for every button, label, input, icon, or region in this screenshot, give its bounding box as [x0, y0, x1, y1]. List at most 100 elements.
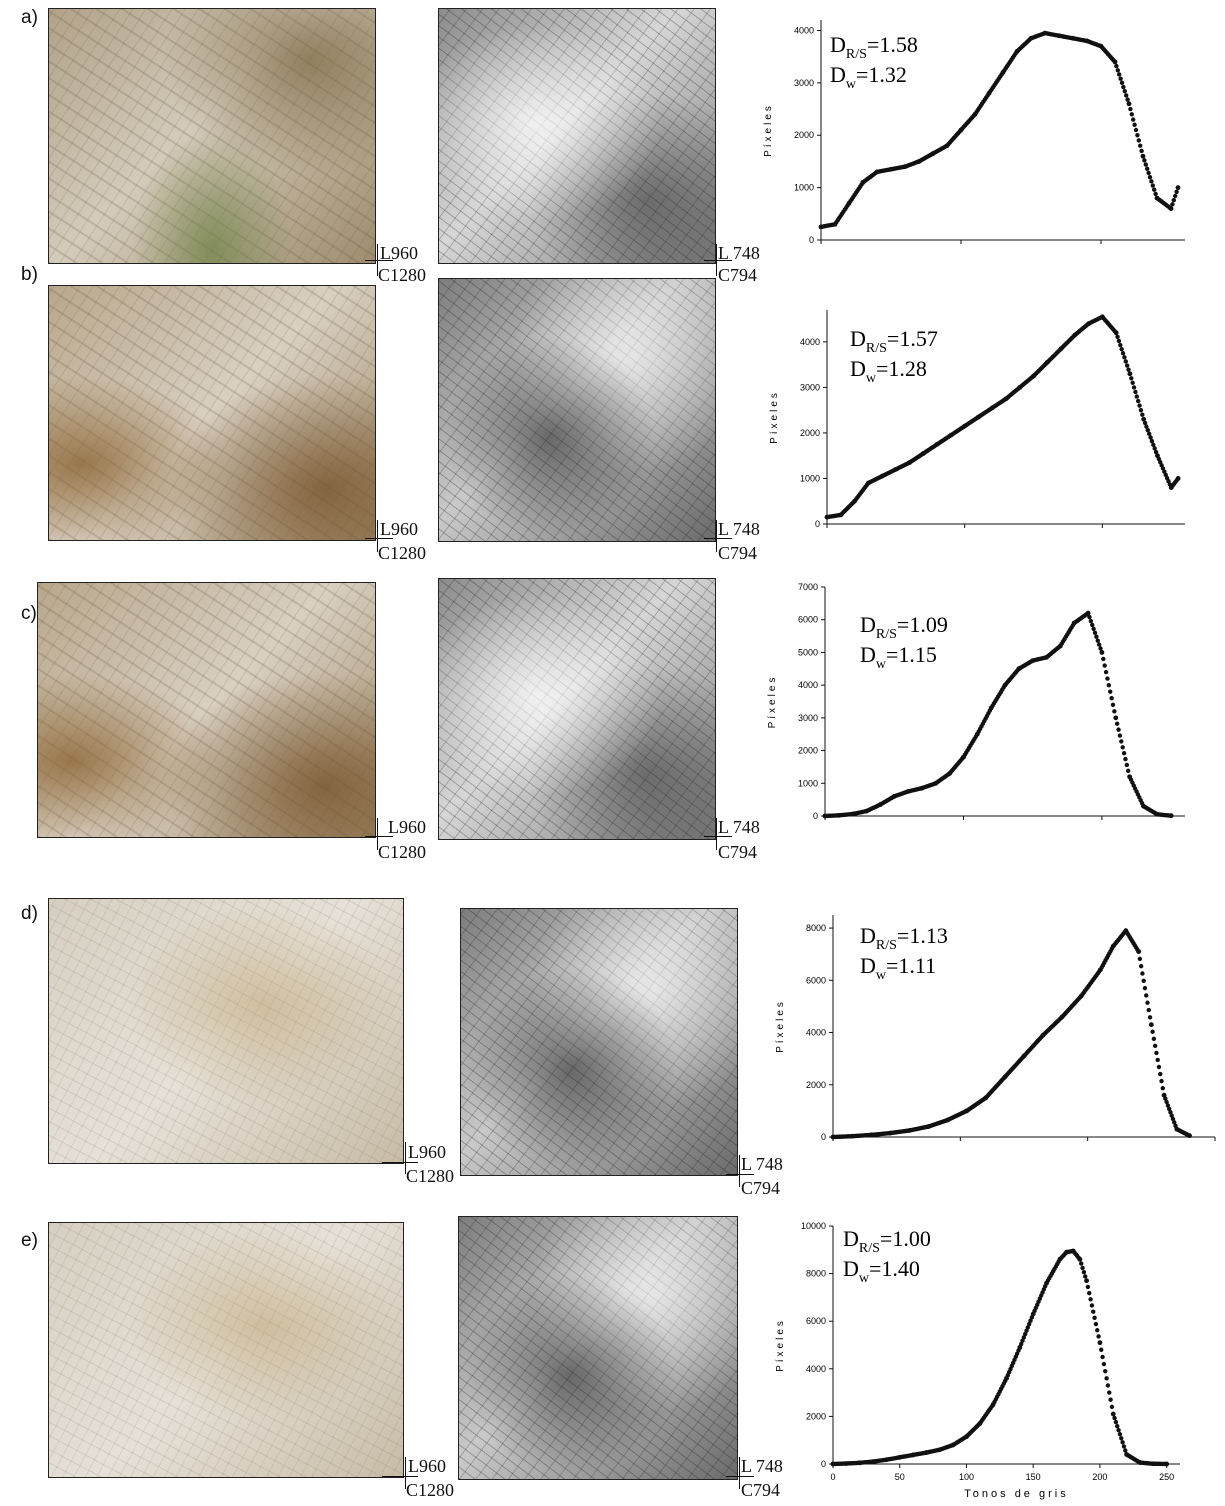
data-point [1161, 1086, 1165, 1090]
y-tick-label: 4000 [800, 337, 820, 347]
data-point [1137, 138, 1141, 142]
y-tick-label: 8000 [806, 1269, 826, 1279]
data-point [1141, 417, 1146, 422]
data-point [1169, 813, 1174, 818]
y-tick-label: 0 [821, 1459, 826, 1469]
data-point [1170, 202, 1174, 206]
y-tick-label: 4000 [798, 680, 818, 690]
data-point [1004, 396, 1009, 401]
panel-label-e: e) [21, 1230, 38, 1252]
data-point [1123, 89, 1127, 93]
data-point [831, 1462, 836, 1467]
data-point [1122, 751, 1126, 755]
data-point [892, 794, 897, 799]
data-point [1112, 1416, 1116, 1420]
dim-rows-label: L 748 [718, 818, 760, 836]
data-point [1004, 1376, 1009, 1381]
data-point [1108, 1398, 1112, 1402]
panel-label-d: d) [21, 903, 38, 925]
data-point [1187, 1133, 1192, 1138]
data-point [1122, 355, 1126, 359]
data-point [1104, 670, 1108, 674]
data-point [819, 225, 824, 230]
data-point [1072, 621, 1077, 626]
data-point [1080, 1266, 1084, 1270]
data-point [1141, 979, 1145, 983]
data-point [945, 1118, 950, 1123]
data-point [1173, 194, 1177, 198]
data-point [1132, 123, 1136, 127]
data-point [1154, 1051, 1158, 1055]
data-point [1162, 1093, 1167, 1098]
data-point [1110, 1405, 1114, 1409]
data-point [1174, 1127, 1179, 1132]
y-tick-label: 1000 [794, 183, 814, 193]
data-point [1085, 39, 1090, 44]
data-point [1108, 689, 1112, 693]
data-point [1174, 190, 1178, 194]
data-point [1123, 928, 1128, 933]
data-point [1116, 727, 1120, 731]
data-point [921, 451, 926, 456]
dim-cols-label: C794 [741, 1179, 780, 1197]
data-point [1144, 993, 1148, 997]
data-point [1101, 657, 1105, 661]
d-rs-annotation: DR/S=1.00 [843, 1226, 931, 1256]
data-point [1059, 346, 1064, 351]
y-tick-label: 10000 [801, 1221, 826, 1231]
data-point [1148, 175, 1152, 179]
d-rs-annotation: DR/S=1.58 [830, 32, 918, 62]
data-point [1031, 374, 1036, 379]
data-point [852, 499, 857, 504]
data-point [1124, 359, 1128, 363]
data-point [850, 812, 855, 817]
data-point [1097, 642, 1101, 646]
y-tick-label: 2000 [794, 130, 814, 140]
data-point [1139, 408, 1143, 412]
data-point [1084, 1278, 1089, 1283]
data-point [1103, 1369, 1107, 1373]
data-point [897, 1455, 902, 1460]
data-point [825, 515, 830, 520]
data-point [1091, 627, 1095, 631]
data-point [1057, 1257, 1062, 1262]
data-point [1093, 631, 1097, 635]
data-point [1003, 683, 1008, 688]
data-point [1091, 1309, 1095, 1313]
dim-cols-label: C1280 [378, 544, 426, 562]
data-point [1072, 333, 1077, 338]
data-point [1122, 1444, 1126, 1448]
data-point [1152, 1037, 1156, 1041]
data-point [1136, 949, 1141, 954]
data-point [1089, 619, 1093, 623]
data-point [973, 112, 978, 117]
data-point [1114, 64, 1118, 68]
y-tick-label: 4000 [806, 1364, 826, 1374]
data-point [1083, 1274, 1087, 1278]
dim-rows-label: L 748 [718, 244, 760, 262]
data-point [1147, 1008, 1151, 1012]
data-point [1141, 804, 1146, 809]
d-w-annotation: Dw=1.28 [850, 356, 927, 386]
dim-rows-label: L960 [380, 520, 418, 538]
panel-label-c: c) [21, 603, 37, 625]
color-photo-b [48, 285, 376, 541]
data-point [1140, 413, 1144, 417]
data-point [1164, 1462, 1169, 1467]
data-point [1169, 206, 1174, 211]
y-tick-label: 1000 [800, 473, 820, 483]
data-point [1112, 709, 1116, 713]
data-point [989, 706, 994, 711]
data-point [1137, 403, 1141, 407]
y-tick-label: 0 [813, 811, 818, 821]
y-tick-label: 6000 [798, 615, 818, 625]
data-point [1117, 72, 1121, 76]
data-point [1043, 31, 1048, 36]
data-point [1119, 347, 1123, 351]
data-point [964, 1108, 969, 1113]
gray-image-c [438, 578, 716, 840]
data-point [1155, 453, 1160, 458]
data-point [844, 1461, 849, 1466]
data-point [869, 1133, 874, 1138]
x-axis-label: Tonos de gris [964, 1488, 1068, 1500]
